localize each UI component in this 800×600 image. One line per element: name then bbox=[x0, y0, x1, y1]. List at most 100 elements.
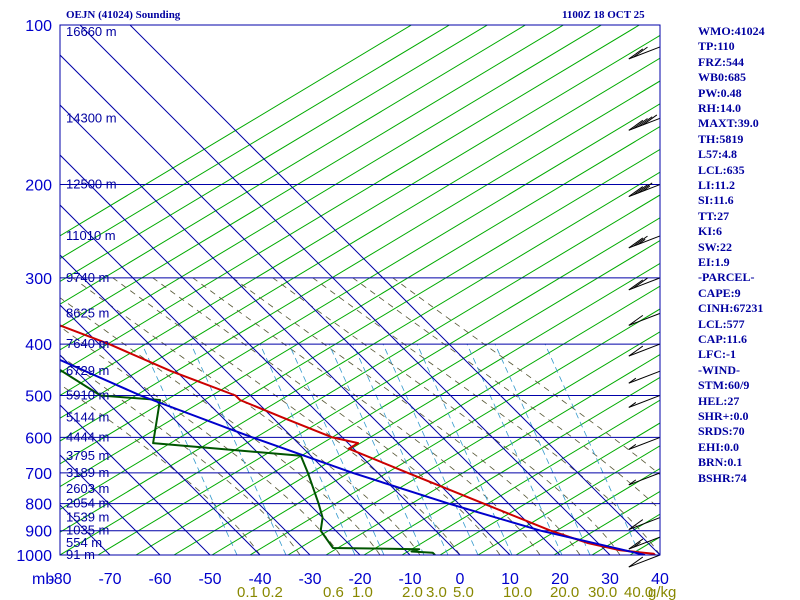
height-label: 2054 m bbox=[66, 496, 109, 511]
temperature-trace-point bbox=[108, 343, 110, 345]
temperature-trace-point bbox=[550, 530, 552, 532]
isotherm-line bbox=[60, 304, 311, 555]
dry-adiabat-line bbox=[60, 80, 660, 442]
wind-barb bbox=[628, 554, 661, 568]
dewpoint-trace-point bbox=[432, 552, 434, 554]
wind-barb-shaft bbox=[628, 343, 661, 357]
isotherm-line bbox=[60, 354, 261, 555]
temperature-trace-point bbox=[483, 503, 485, 505]
dry-adiabat-line bbox=[553, 490, 660, 555]
index-line: LI:11.2 bbox=[698, 178, 736, 192]
index-line: LCL:577 bbox=[698, 316, 745, 331]
index-line: TP:110 bbox=[698, 39, 735, 54]
moist-adiabat-line bbox=[192, 277, 541, 555]
index-line: L57:4.8 bbox=[698, 147, 737, 162]
mixing-ratio-unit-label: g/kg bbox=[648, 584, 676, 600]
dry-adiabat-line bbox=[401, 399, 660, 555]
isotherm-line bbox=[60, 54, 561, 555]
wind-barb bbox=[628, 114, 661, 131]
wind-barb-flag bbox=[628, 519, 644, 530]
index-line: BRN:0.1 bbox=[698, 455, 743, 470]
temperature-tick-label: -40 bbox=[248, 571, 271, 588]
temperature-tick-label: -70 bbox=[98, 571, 121, 588]
index-line: SW:22 bbox=[698, 239, 733, 254]
moist-adiabat-line bbox=[272, 277, 621, 555]
mixing-ratio-label: 30.0 bbox=[588, 584, 617, 600]
mixing-ratio-label: 40.0 bbox=[624, 584, 653, 600]
moist-adiabat-line bbox=[60, 326, 341, 555]
wind-barb-flag bbox=[628, 119, 644, 131]
moist-adiabat-line bbox=[60, 355, 301, 555]
wind-barb bbox=[628, 436, 661, 450]
temperature-tick-label: 10 bbox=[501, 571, 519, 588]
index-line: WB0:685 bbox=[698, 70, 746, 85]
mixing-ratio-label: 0.1 bbox=[237, 584, 258, 600]
wind-barb-flag bbox=[633, 235, 648, 247]
mixing-ratio-line bbox=[466, 343, 563, 555]
temperature-tick-label: -10 bbox=[398, 571, 421, 588]
mixing-ratio-line bbox=[328, 343, 425, 555]
index-line: HEL:27 bbox=[698, 393, 740, 408]
wind-barb-flag bbox=[628, 538, 644, 550]
isotherm-line bbox=[129, 25, 660, 555]
pressure-tick-label: 100 bbox=[25, 18, 52, 35]
wind-barb bbox=[628, 394, 661, 408]
height-label: 5910 m bbox=[66, 387, 109, 402]
dry-adiabat-line bbox=[60, 25, 565, 328]
temperature-tick-label: -30 bbox=[298, 571, 321, 588]
index-line: SI:11.6 bbox=[698, 193, 734, 208]
pressure-tick-label: 700 bbox=[25, 466, 52, 483]
dry-adiabat-line bbox=[60, 57, 660, 419]
index-line: LCL:635 bbox=[698, 162, 745, 177]
dry-adiabat-line bbox=[97, 217, 660, 555]
wind-barb-flag bbox=[637, 116, 653, 128]
index-line: RH:14.0 bbox=[698, 101, 741, 115]
isotherm-line bbox=[60, 404, 211, 555]
wind-barb-flag bbox=[628, 237, 644, 249]
wind-barb-half-flag bbox=[637, 238, 646, 245]
mixing-ratio-label: 1.0 bbox=[352, 584, 373, 600]
dry-adiabat-line bbox=[60, 171, 660, 533]
height-label: 11010 m bbox=[66, 228, 116, 243]
wind-barb-shaft bbox=[628, 370, 661, 384]
dewpoint-trace-point bbox=[320, 530, 322, 532]
wind-barb-shaft bbox=[628, 517, 661, 531]
temperature-tick-label: 40 bbox=[651, 571, 669, 588]
height-label: 16660 m bbox=[66, 24, 117, 39]
dewpoint-trace-point bbox=[332, 547, 334, 549]
height-label: 7640 m bbox=[66, 336, 109, 351]
index-line: WMO:41024 bbox=[698, 24, 765, 38]
wind-barb-flag bbox=[642, 114, 658, 126]
grid-layer bbox=[60, 15, 800, 555]
wind-barb-half-flag bbox=[628, 479, 637, 486]
dry-adiabat-line bbox=[744, 15, 800, 555]
temperature-trace-point bbox=[653, 553, 655, 555]
pressure-tick-label: 300 bbox=[25, 271, 52, 288]
mixing-ratio-line bbox=[416, 343, 513, 555]
wind-barb bbox=[628, 182, 661, 198]
wind-barb bbox=[628, 472, 661, 486]
wind-barb-flag bbox=[633, 184, 648, 196]
height-label: 3189 m bbox=[66, 465, 109, 480]
mixing-ratio-label: 20.0 bbox=[550, 584, 579, 600]
wind-barb-flag bbox=[628, 279, 644, 291]
dry-adiabat-line bbox=[60, 25, 527, 305]
pressure-tick-label: 900 bbox=[25, 524, 52, 541]
isotherm-line bbox=[60, 454, 161, 555]
wind-barb-flag bbox=[637, 182, 653, 194]
mixing-ratio-line bbox=[494, 343, 591, 555]
index-line: BSHR:74 bbox=[698, 470, 747, 485]
index-line: CAP:11.6 bbox=[698, 332, 747, 346]
height-label: 4444 m bbox=[66, 429, 109, 444]
dry-adiabat-line bbox=[439, 422, 660, 555]
wind-barb-shaft bbox=[628, 472, 661, 486]
isotherm-line bbox=[60, 154, 461, 555]
mixing-ratio-label: 3.0 bbox=[426, 584, 447, 600]
wind-barb-half-flag bbox=[633, 541, 641, 548]
dry-adiabat-line bbox=[287, 331, 660, 555]
dewpoint-trace-point bbox=[322, 517, 324, 519]
index-line: LFC:-1 bbox=[698, 347, 736, 362]
moist-adiabat-line bbox=[112, 277, 461, 555]
